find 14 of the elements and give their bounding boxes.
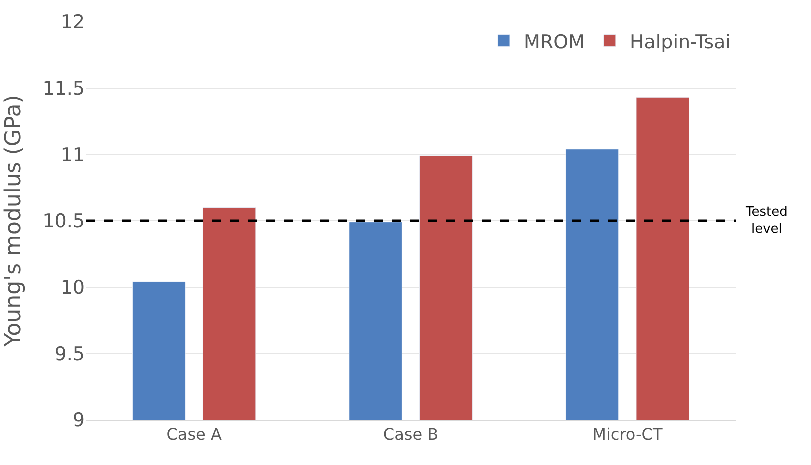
y-tick-label: 10.5 xyxy=(42,210,85,233)
y-tick-label: 9 xyxy=(72,410,85,432)
y-tick-label: 9.5 xyxy=(54,343,85,366)
legend-label: MROM xyxy=(524,31,585,54)
y-tick-label: 10 xyxy=(60,276,85,299)
x-tick-label: Case B xyxy=(383,425,439,444)
y-tick-label: 12 xyxy=(60,12,85,34)
legend-label: Halpin-Tsai xyxy=(630,31,731,54)
y-tick-label: 11 xyxy=(60,144,85,166)
ref-line-label: Tested level xyxy=(745,205,788,237)
x-tick-label: Case A xyxy=(166,425,222,444)
y-tick-label: 11.5 xyxy=(42,78,85,100)
x-tick-label: Micro-CT xyxy=(592,425,663,444)
y-axis-title: Young's modulus (GPa) xyxy=(1,95,26,348)
